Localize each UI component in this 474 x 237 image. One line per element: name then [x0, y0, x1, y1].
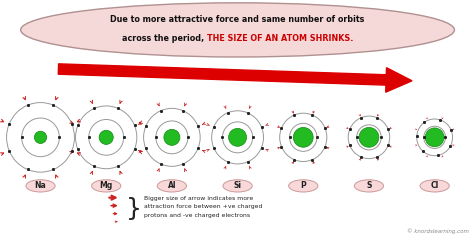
Text: S: S [366, 181, 372, 190]
Ellipse shape [26, 180, 55, 192]
Ellipse shape [21, 3, 455, 57]
Circle shape [35, 131, 46, 143]
Ellipse shape [420, 180, 449, 192]
Ellipse shape [355, 180, 383, 192]
Circle shape [228, 128, 246, 146]
Text: }: } [126, 197, 142, 221]
Text: Na: Na [35, 181, 46, 190]
Text: P: P [301, 181, 306, 190]
Circle shape [425, 128, 444, 147]
Text: protons and -ve charged electrons: protons and -ve charged electrons [144, 213, 250, 218]
Text: THE SIZE OF AN ATOM SHRINKS.: THE SIZE OF AN ATOM SHRINKS. [208, 34, 354, 43]
Text: Si: Si [234, 181, 242, 190]
Circle shape [293, 128, 313, 147]
Text: Mg: Mg [100, 181, 113, 190]
Ellipse shape [289, 180, 318, 192]
Ellipse shape [91, 180, 121, 192]
Circle shape [359, 128, 379, 147]
Text: Due to more attractive force and same number of orbits: Due to more attractive force and same nu… [110, 15, 365, 24]
Ellipse shape [223, 180, 252, 192]
Text: Bigger size of arrow indicates more: Bigger size of arrow indicates more [144, 196, 254, 201]
Text: Cl: Cl [430, 181, 439, 190]
Text: across the period,: across the period, [122, 34, 207, 43]
FancyArrow shape [58, 64, 412, 92]
Text: Al: Al [168, 181, 176, 190]
Ellipse shape [157, 180, 186, 192]
Text: © knordslearning.com: © knordslearning.com [407, 228, 469, 234]
Text: attraction force between +ve charged: attraction force between +ve charged [144, 204, 263, 209]
Circle shape [164, 129, 180, 145]
Circle shape [99, 130, 113, 144]
